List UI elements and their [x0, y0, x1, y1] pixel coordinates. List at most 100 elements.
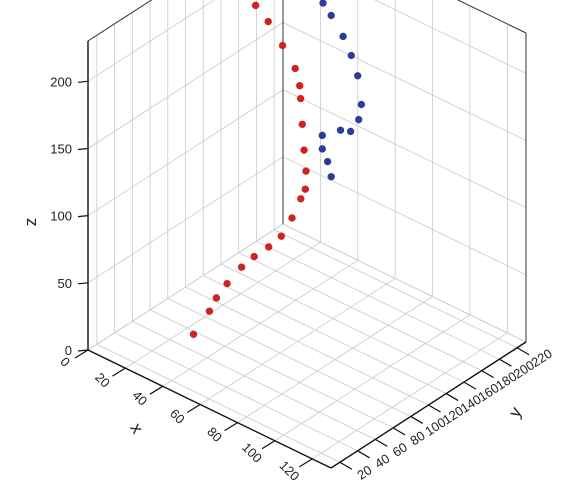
series-1-point	[301, 185, 310, 193]
floor-gridline	[238, 252, 482, 371]
x-tick-label: 120	[277, 458, 303, 484]
z-tick-label: 50	[58, 276, 72, 291]
y-axis-title: y	[505, 403, 526, 420]
x-tick-mark	[74, 349, 89, 359]
y-tick-label: 20	[354, 462, 374, 482]
series-2-point	[318, 131, 327, 140]
z-tick-mark	[77, 215, 89, 218]
x-tick-mark	[261, 440, 276, 450]
right-wall-gridline	[282, 89, 527, 209]
series-2-point	[318, 145, 327, 153]
series-1-point	[251, 1, 260, 10]
series-2-point	[346, 127, 355, 136]
series-1-point	[250, 252, 258, 261]
x-tick-mark	[224, 422, 238, 432]
left-wall-gridline	[87, 156, 284, 284]
floor-gridline	[167, 298, 411, 417]
right-wall-gridline	[457, 0, 527, 34]
series-1-point	[300, 146, 308, 154]
y-tick-label: 60	[390, 439, 410, 459]
x-tick-mark	[112, 367, 126, 377]
left-wall-gridline	[87, 89, 284, 216]
y-tick-mark	[357, 450, 370, 459]
x-tick-label: 100	[239, 440, 265, 466]
panel-edge	[87, 0, 153, 42]
floor-gridline	[185, 286, 429, 406]
z-tick-mark	[77, 147, 89, 151]
x-axis-title: x	[126, 420, 147, 437]
floor-gridline	[203, 275, 447, 394]
left-wall-gridline	[87, 22, 284, 149]
y-tick-mark	[375, 438, 388, 447]
series-1-point	[212, 294, 221, 302]
frame-layer	[87, 0, 527, 469]
series-2-point	[353, 72, 362, 80]
series-1-point	[278, 41, 287, 50]
series-2-point	[336, 126, 345, 134]
series-2-point	[339, 32, 347, 41]
series-1-point	[264, 243, 273, 251]
right-wall-gridline	[282, 156, 527, 276]
series-1-point	[264, 17, 273, 26]
floor-gridline	[220, 263, 465, 383]
z-tick-mark	[77, 349, 89, 352]
y-tick-mark	[445, 393, 459, 402]
y-tick-mark	[463, 381, 477, 390]
series-1-point	[277, 232, 286, 240]
series-1-point	[291, 64, 300, 73]
floor-gridline	[114, 332, 358, 452]
series-2-point	[323, 157, 332, 166]
series-2-point	[357, 100, 366, 109]
z-tick-label: 200	[50, 74, 72, 89]
series-2-point	[354, 115, 363, 124]
y-tick-mark	[481, 370, 494, 379]
series-2-point	[347, 51, 356, 60]
y-tick-mark	[516, 347, 530, 356]
y-tick-label: 40	[372, 451, 392, 471]
series-1-point	[296, 194, 305, 203]
z-tick-mark	[77, 282, 89, 285]
right-wall-gridline	[374, 0, 527, 74]
series-1-point	[298, 120, 307, 129]
series-1-point	[296, 94, 305, 103]
series-1-point	[295, 81, 304, 90]
y-tick-label: 80	[407, 428, 427, 448]
right-wall-gridline	[282, 22, 527, 141]
floor-gridline	[96, 343, 341, 463]
right-wall-gridline	[282, 223, 527, 343]
grid-layer	[87, 0, 527, 469]
series-1-point	[237, 263, 246, 272]
floor-gridline	[132, 321, 376, 440]
panel-edge	[456, 0, 527, 34]
x-tick-label: 80	[204, 424, 225, 445]
y-tick-mark	[339, 461, 353, 470]
x-tick-label: 0	[57, 354, 73, 370]
z-axis-title: z	[21, 218, 40, 227]
z-tick-label: 100	[50, 209, 72, 224]
series-1-point	[205, 307, 214, 316]
y-tick-mark	[392, 427, 406, 436]
x-tick-mark	[149, 385, 164, 395]
z-tick-label: 150	[50, 142, 72, 157]
y-tick-mark	[499, 358, 512, 367]
series-layer	[189, 0, 366, 339]
x-axis-line	[87, 349, 332, 469]
x-tick-label: 20	[92, 370, 113, 391]
z-tick-label: 0	[65, 343, 72, 358]
floor-gridline	[256, 240, 500, 360]
floor-gridline	[273, 229, 518, 349]
z-tick-mark	[77, 80, 89, 83]
x-tick-mark	[298, 458, 313, 468]
series-2-point	[327, 172, 336, 181]
y-tick-mark	[410, 415, 424, 424]
series-1-point	[189, 330, 198, 339]
y-tick-mark	[428, 404, 441, 413]
series-2-point	[327, 11, 336, 20]
series-2-point	[319, 0, 327, 7]
left-wall-gridline	[87, 223, 284, 351]
x-tick-label: 40	[130, 388, 151, 409]
x-tick-label: 60	[167, 406, 188, 427]
left-wall-gridline	[87, 0, 215, 82]
